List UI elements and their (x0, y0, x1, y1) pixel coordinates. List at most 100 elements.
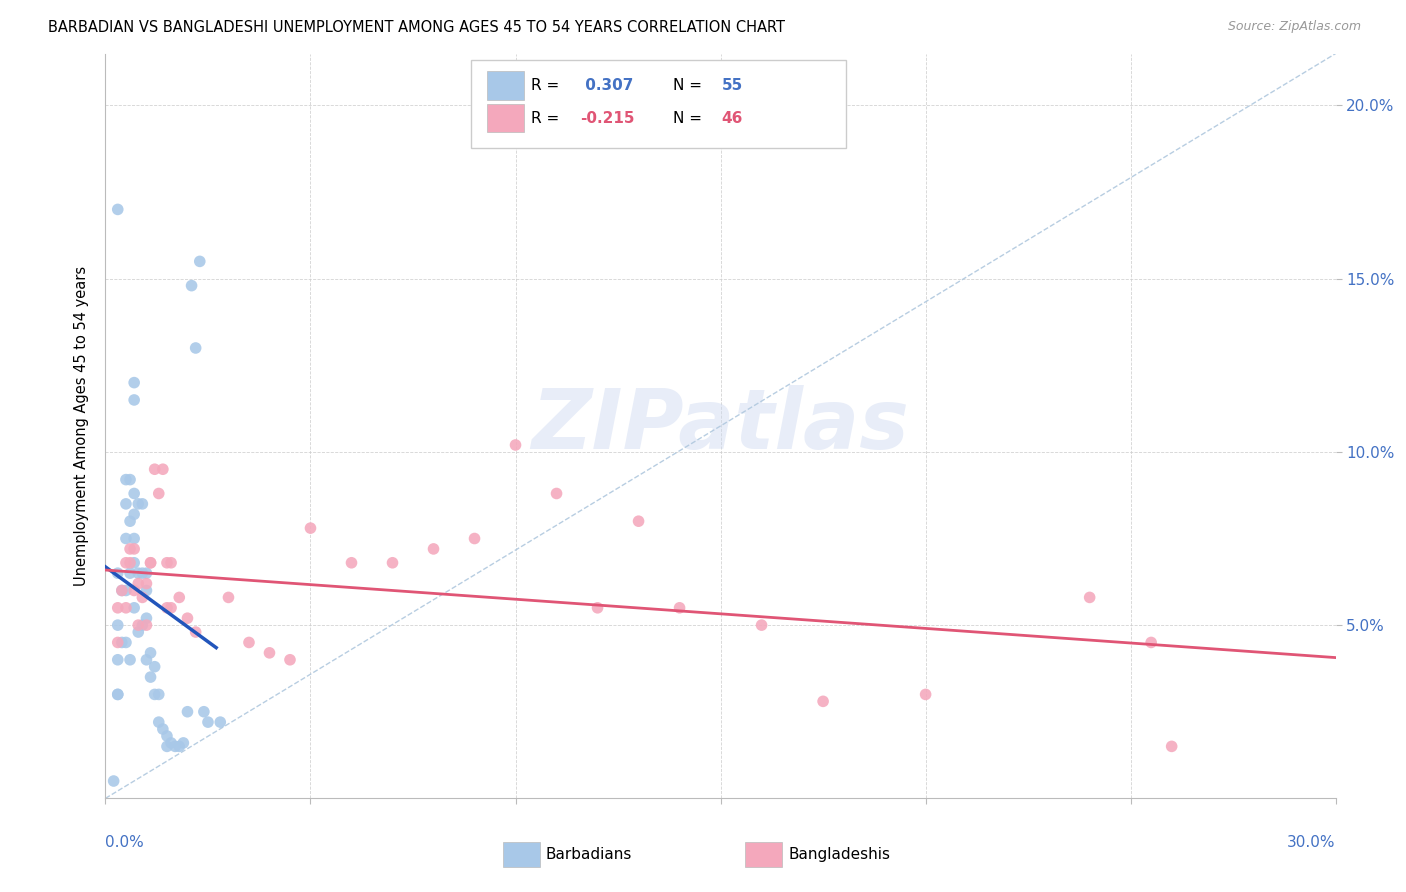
Point (120, 473, 141, 487)
Point (193, 705, 215, 719)
Point (107, 635, 129, 649)
Point (122, 541, 145, 556)
Text: -0.215: -0.215 (581, 111, 636, 126)
Point (627, 514, 650, 528)
Point (811, 694, 834, 708)
Point (176, 705, 198, 719)
Point (176, 611, 198, 625)
Point (169, 591, 191, 605)
Text: 55: 55 (721, 78, 742, 93)
Point (131, 566, 153, 581)
Text: Source: ZipAtlas.com: Source: ZipAtlas.com (1227, 20, 1361, 33)
Point (115, 583, 138, 598)
Point (135, 576, 157, 591)
Point (122, 376, 145, 390)
Point (131, 591, 153, 605)
Point (107, 687, 129, 701)
Point (120, 566, 141, 581)
Point (139, 556, 162, 570)
Point (120, 556, 141, 570)
Point (259, 646, 281, 660)
Point (111, 583, 134, 598)
Point (120, 514, 141, 528)
Point (751, 618, 773, 632)
Point (127, 618, 149, 632)
Point (131, 497, 153, 511)
Point (586, 600, 609, 615)
Point (139, 556, 162, 570)
Point (122, 532, 145, 546)
Point (340, 556, 363, 570)
Point (135, 653, 157, 667)
Point (668, 600, 690, 615)
Point (115, 556, 138, 570)
Point (156, 729, 179, 743)
Point (122, 583, 145, 598)
Point (422, 541, 444, 556)
Point (218, 591, 240, 605)
Point (139, 670, 162, 684)
Point (143, 462, 166, 476)
Point (107, 600, 129, 615)
Point (135, 611, 157, 625)
Point (299, 521, 322, 535)
Point (156, 739, 179, 754)
Point (1140, 635, 1163, 649)
Point (127, 625, 149, 640)
Point (127, 566, 149, 581)
Point (197, 715, 219, 730)
Point (152, 462, 174, 476)
Point (148, 486, 170, 500)
FancyBboxPatch shape (486, 71, 524, 100)
Point (120, 541, 141, 556)
Point (135, 618, 157, 632)
Point (131, 618, 153, 632)
FancyBboxPatch shape (471, 61, 846, 148)
Point (111, 635, 134, 649)
Text: 46: 46 (721, 111, 744, 126)
Point (148, 715, 170, 730)
Point (546, 486, 568, 500)
Point (156, 556, 179, 570)
Point (115, 497, 138, 511)
Point (107, 618, 129, 632)
Point (914, 687, 936, 701)
Point (120, 653, 141, 667)
Text: ZIPatlas: ZIPatlas (531, 385, 910, 467)
Text: Barbadians: Barbadians (546, 847, 633, 863)
Text: 30.0%: 30.0% (1288, 835, 1336, 850)
Point (103, 774, 125, 789)
Point (184, 625, 207, 640)
Point (238, 635, 260, 649)
Point (160, 600, 183, 615)
Point (122, 392, 145, 407)
Y-axis label: Unemployment Among Ages 45 to 54 years: Unemployment Among Ages 45 to 54 years (75, 266, 90, 586)
Point (135, 566, 157, 581)
Point (148, 687, 170, 701)
Point (115, 473, 138, 487)
Text: R =: R = (531, 111, 564, 126)
Point (180, 278, 202, 293)
Point (122, 508, 145, 522)
Point (505, 438, 527, 452)
Point (1160, 739, 1182, 754)
FancyBboxPatch shape (503, 841, 540, 867)
Point (135, 583, 157, 598)
Point (184, 341, 207, 355)
Point (122, 486, 145, 500)
Point (122, 556, 145, 570)
Text: R =: R = (531, 78, 564, 93)
Text: Bangladeshis: Bangladeshis (789, 847, 890, 863)
Point (143, 687, 166, 701)
Point (139, 646, 162, 660)
Point (115, 532, 138, 546)
Text: 0.307: 0.307 (581, 78, 634, 93)
Point (127, 497, 149, 511)
Point (188, 254, 211, 268)
Text: N =: N = (672, 78, 706, 93)
Point (165, 739, 187, 754)
Point (152, 722, 174, 736)
Point (160, 556, 183, 570)
Point (107, 202, 129, 217)
Point (156, 600, 179, 615)
